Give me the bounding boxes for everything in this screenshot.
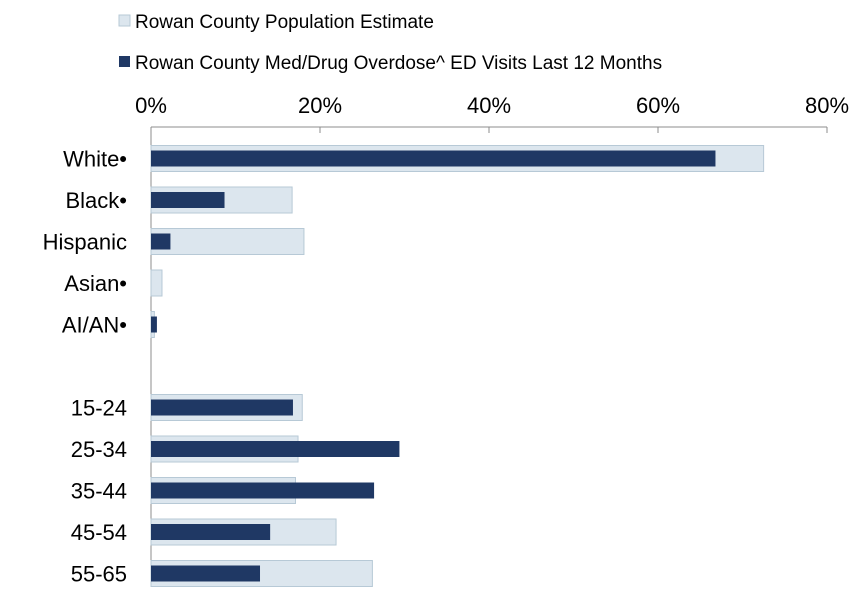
- category-label: 25-34: [71, 437, 127, 462]
- category-label: 35-44: [71, 479, 127, 504]
- bar-ed-visits: [151, 192, 225, 208]
- category-labels: White• Black• Hispanic Asian• AI/AN• 15-24 25-…: [43, 147, 127, 587]
- bar-ed-visits: [151, 399, 293, 416]
- category-label: 45-54: [71, 520, 127, 545]
- bar-ed-visits: [151, 482, 375, 499]
- bar-ed-visits: [151, 150, 716, 167]
- legend-label-ed-visits: Rowan County Med/Drug Overdose^ ED Visit…: [135, 53, 662, 74]
- legend-swatch-population: [118, 14, 131, 27]
- category-label: 15-24: [71, 396, 127, 421]
- bar-ed-visits: [151, 233, 171, 250]
- x-tick-label: 60%: [636, 93, 680, 118]
- x-tick-label: 80%: [805, 93, 849, 118]
- bar-ed-visits: [151, 441, 400, 457]
- category-label: 55-65: [71, 562, 127, 587]
- category-label: Asian•: [64, 271, 127, 296]
- x-tick-label: 20%: [298, 93, 342, 118]
- legend-label-population: Rowan County Population Estimate: [135, 12, 434, 33]
- category-label: White•: [63, 147, 127, 172]
- x-axis: 0% 20% 40% 60% 80%: [135, 93, 849, 585]
- bars: [150, 145, 765, 587]
- bar-ed-visits: [151, 316, 157, 333]
- bar-ed-visits: [151, 565, 261, 582]
- bar-population: [150, 228, 305, 255]
- legend-swatch-ed-visits: [119, 56, 130, 67]
- legend: Rowan County Population Estimate Rowan Co…: [118, 12, 662, 74]
- bar-ed-visits: [151, 524, 271, 540]
- x-tick-label: 40%: [467, 93, 511, 118]
- bar-population: [150, 269, 163, 297]
- category-label: Hispanic: [43, 230, 127, 255]
- category-label: Black•: [66, 188, 128, 213]
- category-label: AI/AN•: [62, 313, 127, 338]
- x-tick-label: 0%: [135, 93, 167, 118]
